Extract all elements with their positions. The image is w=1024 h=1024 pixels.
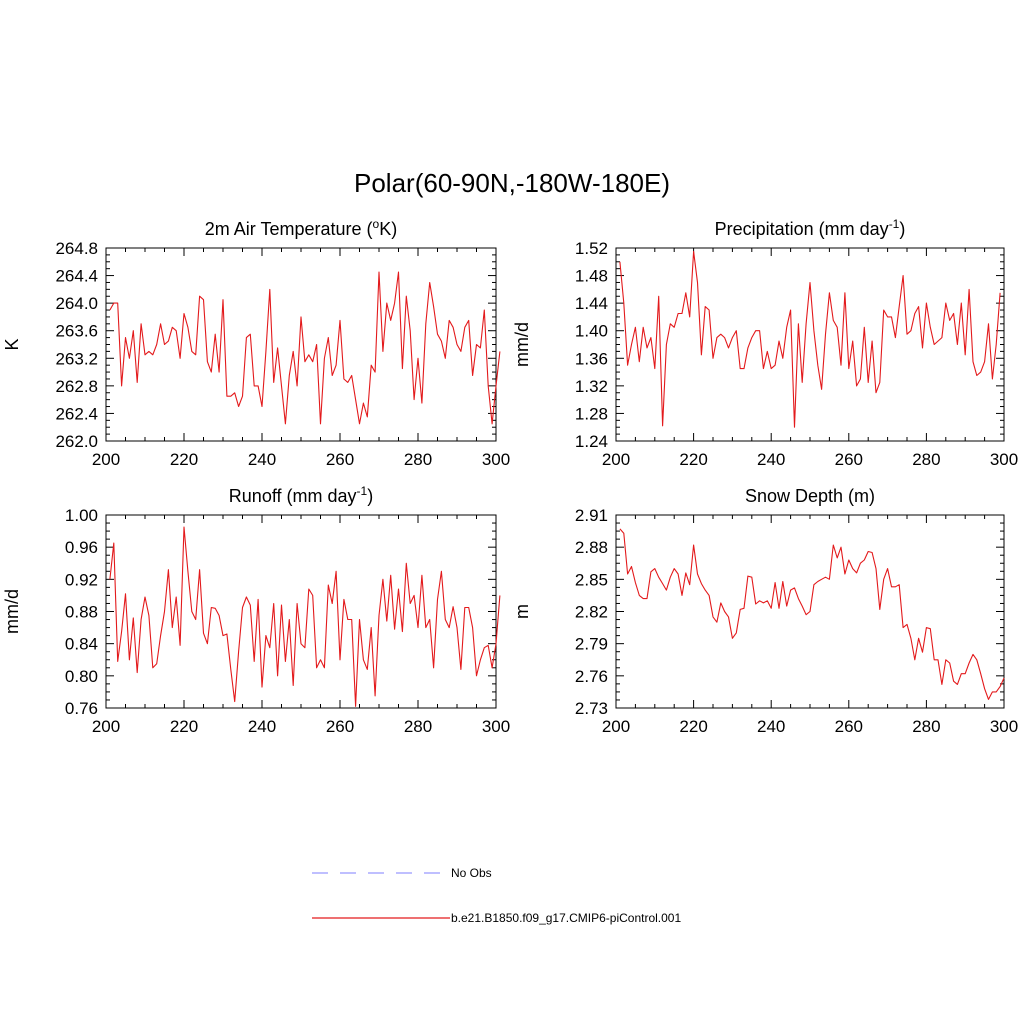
x-tick-label: 240 <box>248 717 276 736</box>
y-tick-label: 263.6 <box>55 322 98 341</box>
y-tick-label: 263.2 <box>55 349 98 368</box>
y-tick-label: 2.79 <box>575 635 608 654</box>
panel-title-sup: -1 <box>357 484 368 498</box>
x-tick-label: 280 <box>912 450 940 469</box>
x-tick-label: 240 <box>757 717 785 736</box>
chart-panel-1: Precipitation (mm day-1) mm/d 1.24 1.28 1.32… <box>512 217 1018 469</box>
panel-title-post: ) <box>367 486 373 506</box>
y-tick-label: 1.24 <box>575 432 608 451</box>
y-axis-label: m <box>512 604 532 619</box>
y-tick-label: 1.52 <box>575 239 608 258</box>
panel-title-post: ) <box>899 219 905 239</box>
y-tick-label: 0.80 <box>65 667 98 686</box>
x-tick-label: 260 <box>835 717 863 736</box>
y-tick-label: 264.4 <box>55 267 98 286</box>
panels: 2m Air Temperature (oK) K 262.0 262.4 262.8 2… <box>2 217 1018 736</box>
x-tick-label: 240 <box>757 450 785 469</box>
chart-panel-3: Snow Depth (m) m 2.73 2.76 2.79 2.82 2.85 2.88 2… <box>512 486 1018 736</box>
y-tick-label: 1.40 <box>575 322 608 341</box>
x-tick-label: 260 <box>835 450 863 469</box>
y-tick-label: 1.48 <box>575 267 608 286</box>
y-tick-label: 2.82 <box>575 603 608 622</box>
series-line-model <box>109 271 501 425</box>
y-tick-label: 1.36 <box>575 349 608 368</box>
y-axis-label: mm/d <box>2 589 22 634</box>
y-tick-label: 1.28 <box>575 404 608 423</box>
y-tick-label: 2.73 <box>575 699 608 718</box>
legend-label-model: b.e21.B1850.f09_g17.CMIP6-piControl.001 <box>451 911 681 925</box>
x-tick-label: 280 <box>912 717 940 736</box>
y-tick-label: 2.85 <box>575 570 608 589</box>
y-tick-label: 2.76 <box>575 667 608 686</box>
y-tick-label: 2.91 <box>575 506 608 525</box>
panel-title-main: Snow Depth (m) <box>745 486 875 506</box>
y-tick-label: 0.88 <box>65 603 98 622</box>
y-tick-label: 0.92 <box>65 570 98 589</box>
y-tick-label: 0.76 <box>65 699 98 718</box>
y-tick-label: 262.4 <box>55 404 98 423</box>
chart-panel-2: Runoff (mm day-1) mm/d 0.76 0.80 0.84 0.88 0.9… <box>2 484 510 736</box>
y-tick-label: 0.84 <box>65 635 98 654</box>
chart-panel-0: 2m Air Temperature (oK) K 262.0 262.4 262.8 2… <box>2 217 510 469</box>
series-line-model <box>619 528 1005 700</box>
y-axis-label: mm/d <box>512 322 532 367</box>
x-tick-label: 260 <box>326 717 354 736</box>
panel-title: 2m Air Temperature (oK) <box>205 217 397 239</box>
y-axis-label: K <box>2 338 22 350</box>
y-tick-label: 1.00 <box>65 506 98 525</box>
panel-title-main: Precipitation (mm day <box>715 219 889 239</box>
x-tick-label: 260 <box>326 450 354 469</box>
series-line-model <box>109 526 501 707</box>
y-tick-label: 0.96 <box>65 538 98 557</box>
x-tick-label: 200 <box>92 450 120 469</box>
x-tick-label: 300 <box>482 450 510 469</box>
x-tick-label: 200 <box>602 450 630 469</box>
series-line-model <box>619 250 1001 428</box>
y-tick-label: 264.0 <box>55 294 98 313</box>
panel-title-sup: o <box>373 217 380 231</box>
x-tick-label: 300 <box>990 450 1018 469</box>
x-tick-label: 220 <box>170 717 198 736</box>
y-tick-label: 1.32 <box>575 377 608 396</box>
panel-title: Runoff (mm day-1) <box>229 484 373 506</box>
y-tick-label: 1.44 <box>575 294 608 313</box>
y-tick-label: 264.8 <box>55 239 98 258</box>
panel-title-main: Runoff (mm day <box>229 486 357 506</box>
x-tick-label: 200 <box>602 717 630 736</box>
panel-title-post: K) <box>379 219 397 239</box>
y-tick-label: 262.0 <box>55 432 98 451</box>
y-tick-label: 262.8 <box>55 377 98 396</box>
x-tick-label: 220 <box>679 450 707 469</box>
x-tick-label: 300 <box>482 717 510 736</box>
x-tick-label: 220 <box>170 450 198 469</box>
x-tick-label: 300 <box>990 717 1018 736</box>
x-tick-label: 280 <box>404 450 432 469</box>
panel-title: Snow Depth (m) <box>745 486 875 506</box>
x-tick-label: 200 <box>92 717 120 736</box>
x-tick-label: 240 <box>248 450 276 469</box>
x-tick-label: 220 <box>679 717 707 736</box>
legend-label-no-obs: No Obs <box>451 866 492 880</box>
x-tick-label: 280 <box>404 717 432 736</box>
panel-title-sup: -1 <box>889 217 900 231</box>
panel-title-main: 2m Air Temperature ( <box>205 219 373 239</box>
figure-title: Polar(60-90N,-180W-180E) <box>354 168 670 198</box>
y-tick-label: 2.88 <box>575 538 608 557</box>
legend: No Obs b.e21.B1850.f09_g17.CMIP6-piContr… <box>312 866 681 925</box>
panel-title: Precipitation (mm day-1) <box>715 217 906 239</box>
